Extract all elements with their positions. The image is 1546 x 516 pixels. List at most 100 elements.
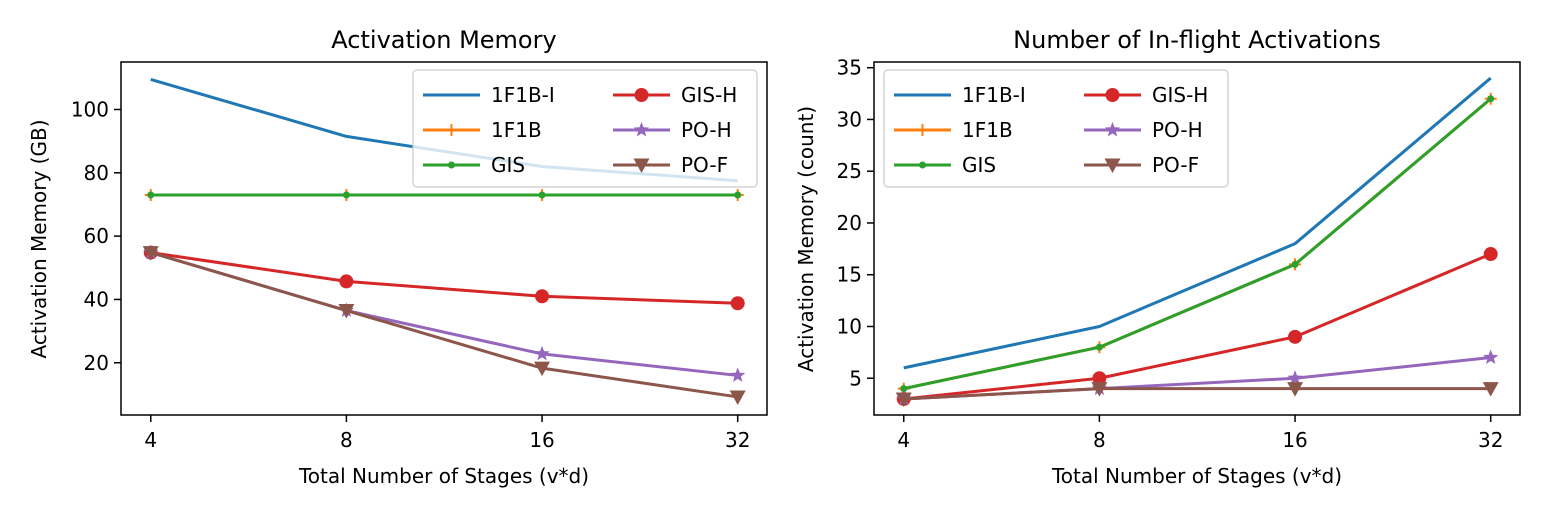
series-line (903, 76, 1492, 370)
legend-marker (633, 158, 650, 173)
legend-box (883, 69, 1229, 188)
x-tick-label: 8 (1093, 428, 1106, 452)
x-tick-label: 4 (144, 428, 157, 452)
x-tick-label: 32 (1478, 428, 1503, 452)
legend-label: PO-H (681, 118, 732, 142)
y-axis-label: Activation Memory (GB) (27, 119, 51, 358)
y-tick-label: 100 (71, 97, 109, 121)
x-tick-label: 8 (340, 428, 353, 452)
data-point (1483, 349, 1499, 365)
series-line (903, 252, 1492, 401)
legend: 1F1B-I 1F1B GIS GIS-H PO-H PO-F (412, 69, 758, 188)
legend-entry-gis-h: GIS-H (613, 83, 737, 107)
series-gis (900, 95, 1495, 393)
chart-title: Activation Memory (331, 26, 556, 54)
legend-label: PO-F (1152, 153, 1199, 177)
series-1f1b-i (903, 76, 1492, 370)
legend-label: PO-F (681, 153, 728, 177)
legend-label: PO-H (1152, 118, 1203, 142)
legend: 1F1B-I 1F1B GIS GIS-H PO-H PO-F (883, 69, 1229, 188)
legend-entry-po-f: PO-F (613, 153, 728, 177)
data-point (1291, 260, 1299, 268)
data-point (1288, 329, 1303, 344)
series-line (150, 251, 738, 399)
y-tick-label: 60 (84, 224, 109, 248)
series-line (903, 356, 1491, 401)
series-line (150, 251, 738, 305)
legend-entry-po-h: PO-H (1084, 118, 1203, 142)
legend-entry-1f1b-i: 1F1B-I (423, 83, 555, 107)
legend-entry-1f1b: 1F1B (894, 118, 1013, 142)
plot-frame (120, 61, 768, 416)
legend-marker (1104, 122, 1121, 137)
plot-frame (873, 61, 1521, 416)
in-flight-activations-chart: Number of In-flight Activations Total Nu… (794, 26, 1521, 488)
series-po-f (142, 246, 746, 405)
x-tick-label: 16 (529, 428, 554, 452)
y-tick-label: 20 (837, 211, 862, 235)
legend-marker (448, 161, 455, 169)
legend-label: GIS-H (1152, 83, 1208, 107)
data-point (534, 361, 551, 377)
legend-label: GIS (491, 153, 525, 177)
data-point (142, 246, 159, 261)
data-point (734, 191, 742, 199)
legend-marker (1105, 88, 1120, 102)
legend-entry-po-f: PO-F (1084, 153, 1199, 177)
legend-label: GIS-H (681, 83, 737, 107)
data-point (729, 390, 746, 405)
series-gis (147, 191, 742, 199)
data-point (900, 385, 908, 393)
data-point (1483, 247, 1498, 262)
legend-marker (1104, 158, 1121, 173)
data-point (147, 191, 155, 199)
chart-title: Number of In-flight Activations (1013, 26, 1381, 54)
series-line (903, 97, 1492, 391)
data-point (1482, 382, 1499, 397)
legend-entry-gis: GIS (423, 153, 525, 177)
x-axis-label: Total Number of Stages (v*d) (1051, 464, 1342, 488)
legend-marker (916, 124, 929, 136)
data-point (1287, 370, 1303, 385)
y-tick-label: 15 (837, 263, 862, 287)
data-point (534, 345, 550, 361)
legend-marker (445, 124, 458, 136)
legend-label: 1F1B (491, 118, 542, 142)
legend-entry-gis: GIS (894, 153, 996, 177)
legend-label: 1F1B (962, 118, 1013, 142)
y-tick-label: 25 (837, 159, 862, 183)
legend-entry-1f1b-i: 1F1B-I (894, 83, 1026, 107)
data-point (338, 304, 355, 319)
data-point (1487, 95, 1495, 103)
data-point (730, 367, 746, 382)
legend-label: 1F1B-I (491, 83, 555, 107)
data-point (895, 392, 912, 407)
data-point (1092, 371, 1107, 386)
legend-marker (919, 161, 926, 169)
legend-entry-po-h: PO-H (613, 118, 732, 142)
legend-marker (633, 122, 650, 137)
x-tick-label: 4 (897, 428, 910, 452)
y-tick-label: 80 (84, 161, 109, 185)
series-line (903, 387, 1491, 401)
data-point (535, 289, 550, 304)
data-point (730, 296, 745, 311)
legend-box (412, 69, 758, 188)
data-point (339, 274, 354, 289)
series-po-f (895, 382, 1499, 407)
x-tick-label: 16 (1282, 428, 1307, 452)
y-tick-label: 30 (837, 107, 862, 131)
y-tick-label: 35 (837, 56, 862, 80)
legend-entry-1f1b: 1F1B (423, 118, 542, 142)
activation-memory-chart: Activation Memory Total Number of Stages… (27, 26, 768, 488)
data-point (538, 191, 546, 199)
legend-entry-gis-h: GIS-H (1084, 83, 1208, 107)
y-tick-label: 5 (849, 366, 862, 390)
y-axis-label: Activation Memory (count) (794, 106, 818, 372)
legend-label: GIS (962, 153, 996, 177)
legend-marker (634, 88, 649, 102)
data-point (342, 191, 350, 199)
legend-label: 1F1B-I (962, 83, 1026, 107)
y-tick-label: 20 (84, 351, 109, 375)
series-line (150, 251, 738, 377)
